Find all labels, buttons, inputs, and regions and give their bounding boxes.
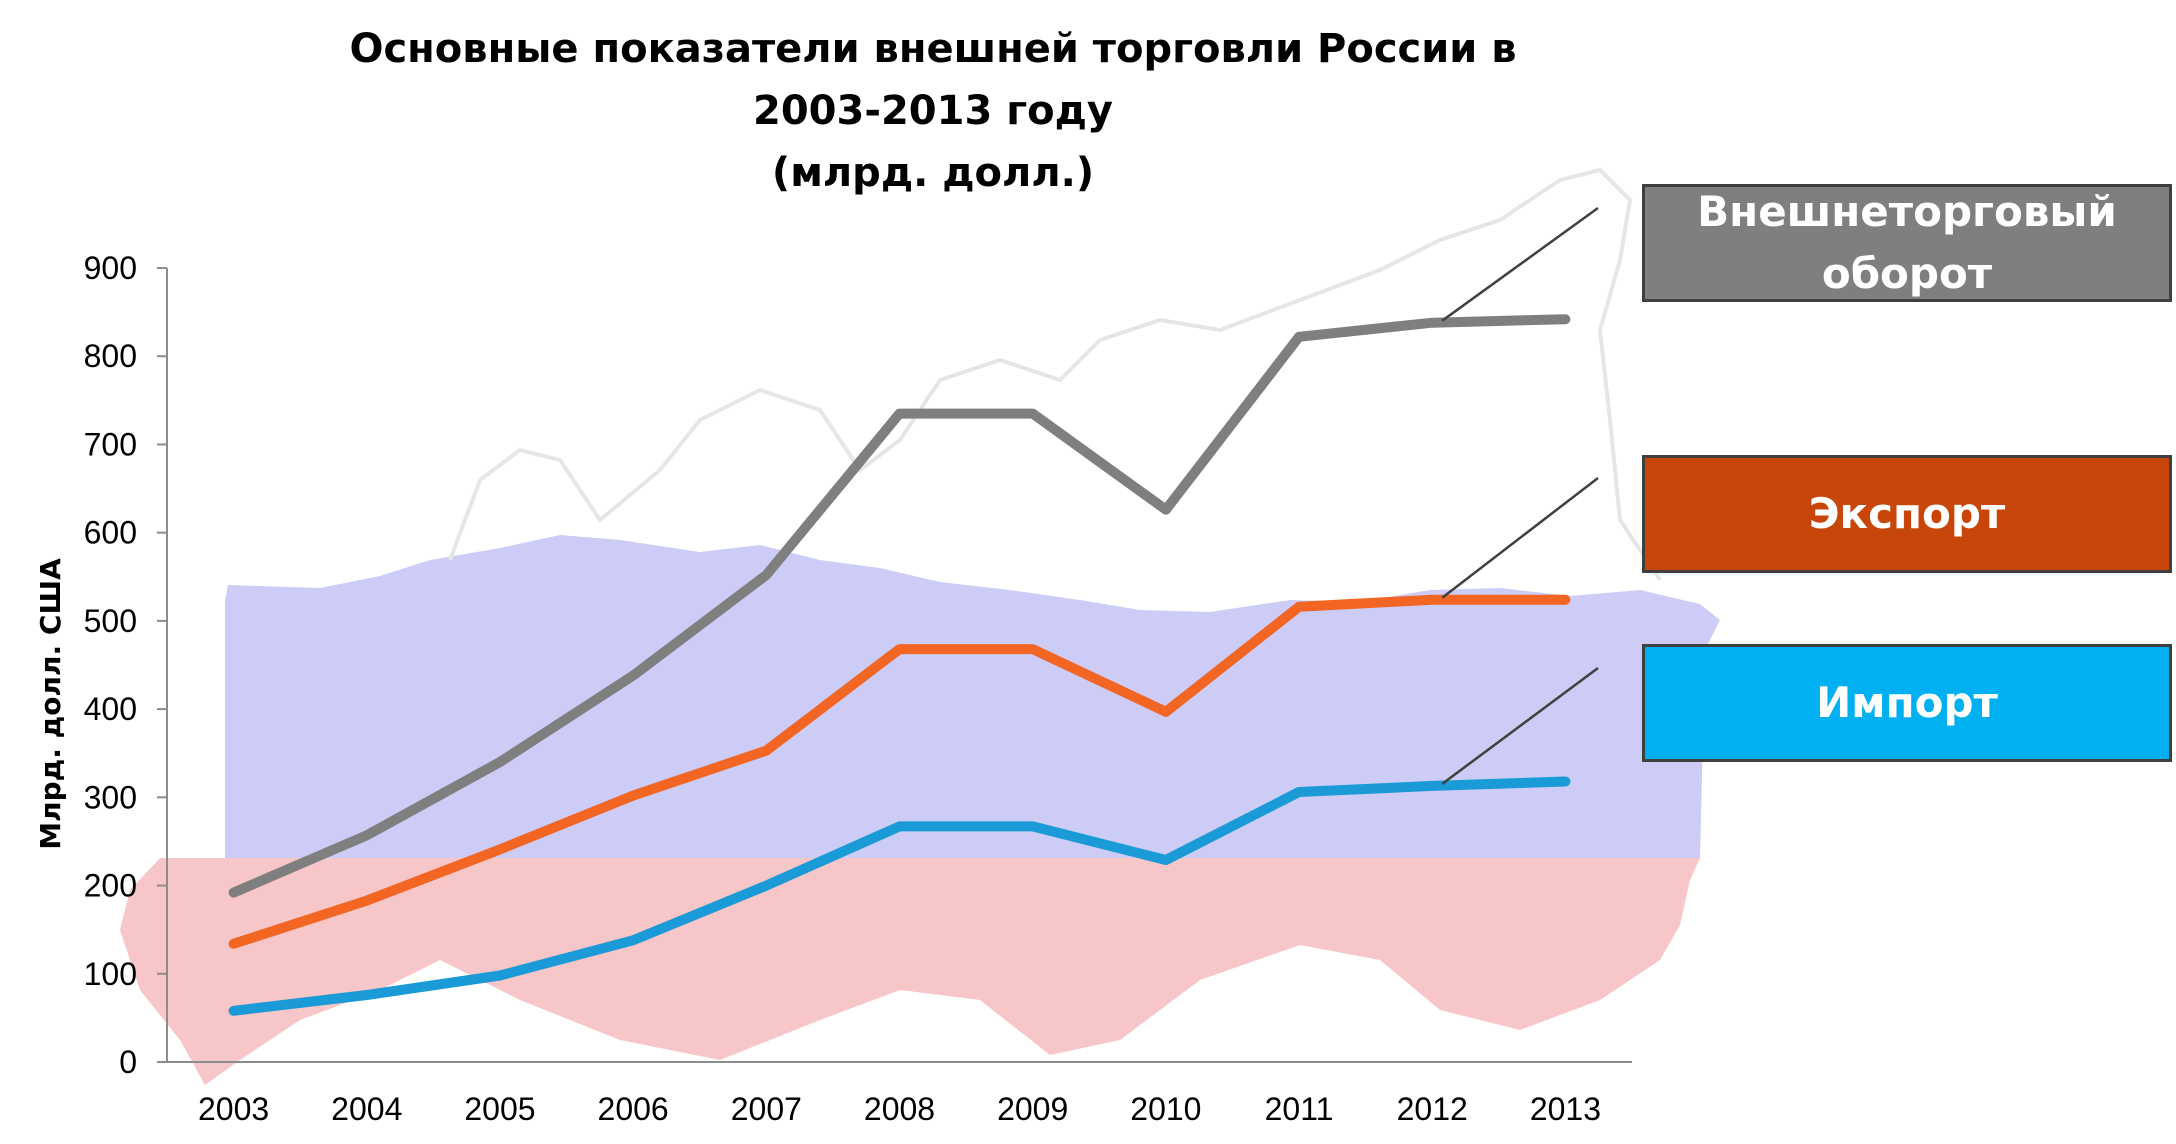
y-tick-label: 700 bbox=[84, 426, 137, 462]
chart-title: Основные показатели внешней торговли Рос… bbox=[349, 26, 1516, 196]
series-line-0 bbox=[228, 314, 1571, 898]
x-tick-label: 2003 bbox=[198, 1091, 269, 1127]
y-tick-label: 800 bbox=[84, 338, 137, 374]
legend-turnover-line-1: Внешнеторговый bbox=[1697, 187, 2117, 236]
legend-connector-0 bbox=[1441, 206, 1599, 322]
chart-title-line-2: 2003-2013 году bbox=[753, 88, 1113, 134]
legend-box-import: Импорт bbox=[1642, 644, 2172, 762]
x-tick-label: 2013 bbox=[1530, 1091, 1601, 1127]
map-red-band bbox=[120, 858, 1700, 1085]
map-blue-band bbox=[225, 535, 1720, 858]
x-tick-label: 2004 bbox=[331, 1091, 402, 1127]
y-axis-ticks: 0 100 200 300 400 500 600 700 800 900 bbox=[84, 250, 167, 1080]
chart-title-line-1: Основные показатели внешней торговли Рос… bbox=[349, 26, 1516, 72]
legend-connector-2 bbox=[1441, 666, 1599, 785]
chart-title-line-3: (млрд. долл.) bbox=[772, 150, 1094, 196]
legend-box-export: Экспорт bbox=[1642, 455, 2172, 573]
x-tick-label: 2011 bbox=[1265, 1091, 1334, 1127]
legend-connector-1 bbox=[1441, 477, 1599, 599]
x-tick-label: 2009 bbox=[997, 1091, 1068, 1127]
legend-export-label: Экспорт bbox=[1808, 489, 2006, 538]
x-tick-label: 2007 bbox=[731, 1091, 802, 1127]
y-tick-label: 100 bbox=[84, 956, 137, 992]
y-axis-label: Млрд. долл. США bbox=[34, 558, 67, 850]
x-tick-label: 2005 bbox=[464, 1091, 535, 1127]
legend-turnover-line-2: оборот bbox=[1821, 249, 1993, 298]
legend-box-turnover: Внешнеторговый оборот bbox=[1642, 184, 2172, 302]
x-tick-label: 2010 bbox=[1130, 1091, 1201, 1127]
y-tick-label: 400 bbox=[84, 691, 137, 727]
y-tick-label: 200 bbox=[84, 868, 137, 904]
series-line-1 bbox=[228, 594, 1571, 949]
russia-map-background bbox=[120, 167, 1720, 1085]
series-line-2 bbox=[228, 776, 1571, 1016]
x-axis-ticks: 2003 2004 2005 2006 2007 2008 2009 2010 2011 2012… bbox=[198, 1091, 1601, 1127]
y-tick-label: 900 bbox=[84, 250, 137, 286]
y-tick-label: 0 bbox=[119, 1044, 137, 1080]
map-coast-outline bbox=[448, 167, 1662, 582]
y-tick-label: 600 bbox=[84, 515, 137, 551]
x-tick-label: 2006 bbox=[598, 1091, 669, 1127]
x-tick-label: 2008 bbox=[864, 1091, 935, 1127]
y-tick-label: 300 bbox=[84, 779, 137, 815]
x-tick-label: 2012 bbox=[1397, 1091, 1468, 1127]
legend-connectors bbox=[1441, 206, 1599, 785]
series-lines bbox=[228, 314, 1571, 1016]
y-tick-label: 500 bbox=[84, 603, 137, 639]
legend-import-label: Импорт bbox=[1816, 678, 1998, 727]
